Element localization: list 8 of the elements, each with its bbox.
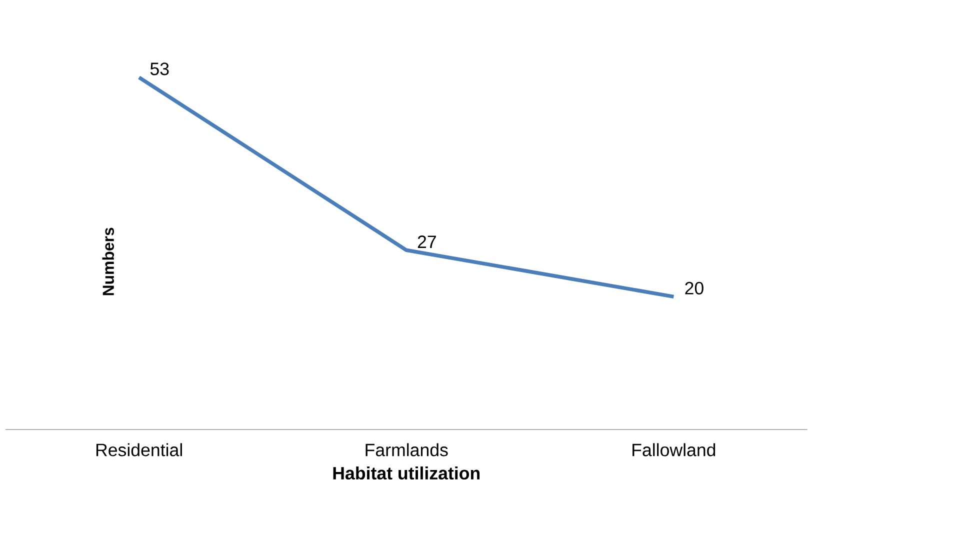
y-axis-title: Numbers bbox=[102, 228, 114, 296]
x-tick-label: Fallowland bbox=[632, 443, 716, 456]
x-tick-label: Residential bbox=[96, 443, 182, 456]
data-label: 20 bbox=[685, 282, 704, 294]
x-tick-label: Farmlands bbox=[366, 443, 448, 456]
x-axis-title: Habitat utilization bbox=[333, 466, 480, 480]
data-label: 27 bbox=[418, 236, 436, 248]
data-label: 53 bbox=[150, 62, 169, 76]
